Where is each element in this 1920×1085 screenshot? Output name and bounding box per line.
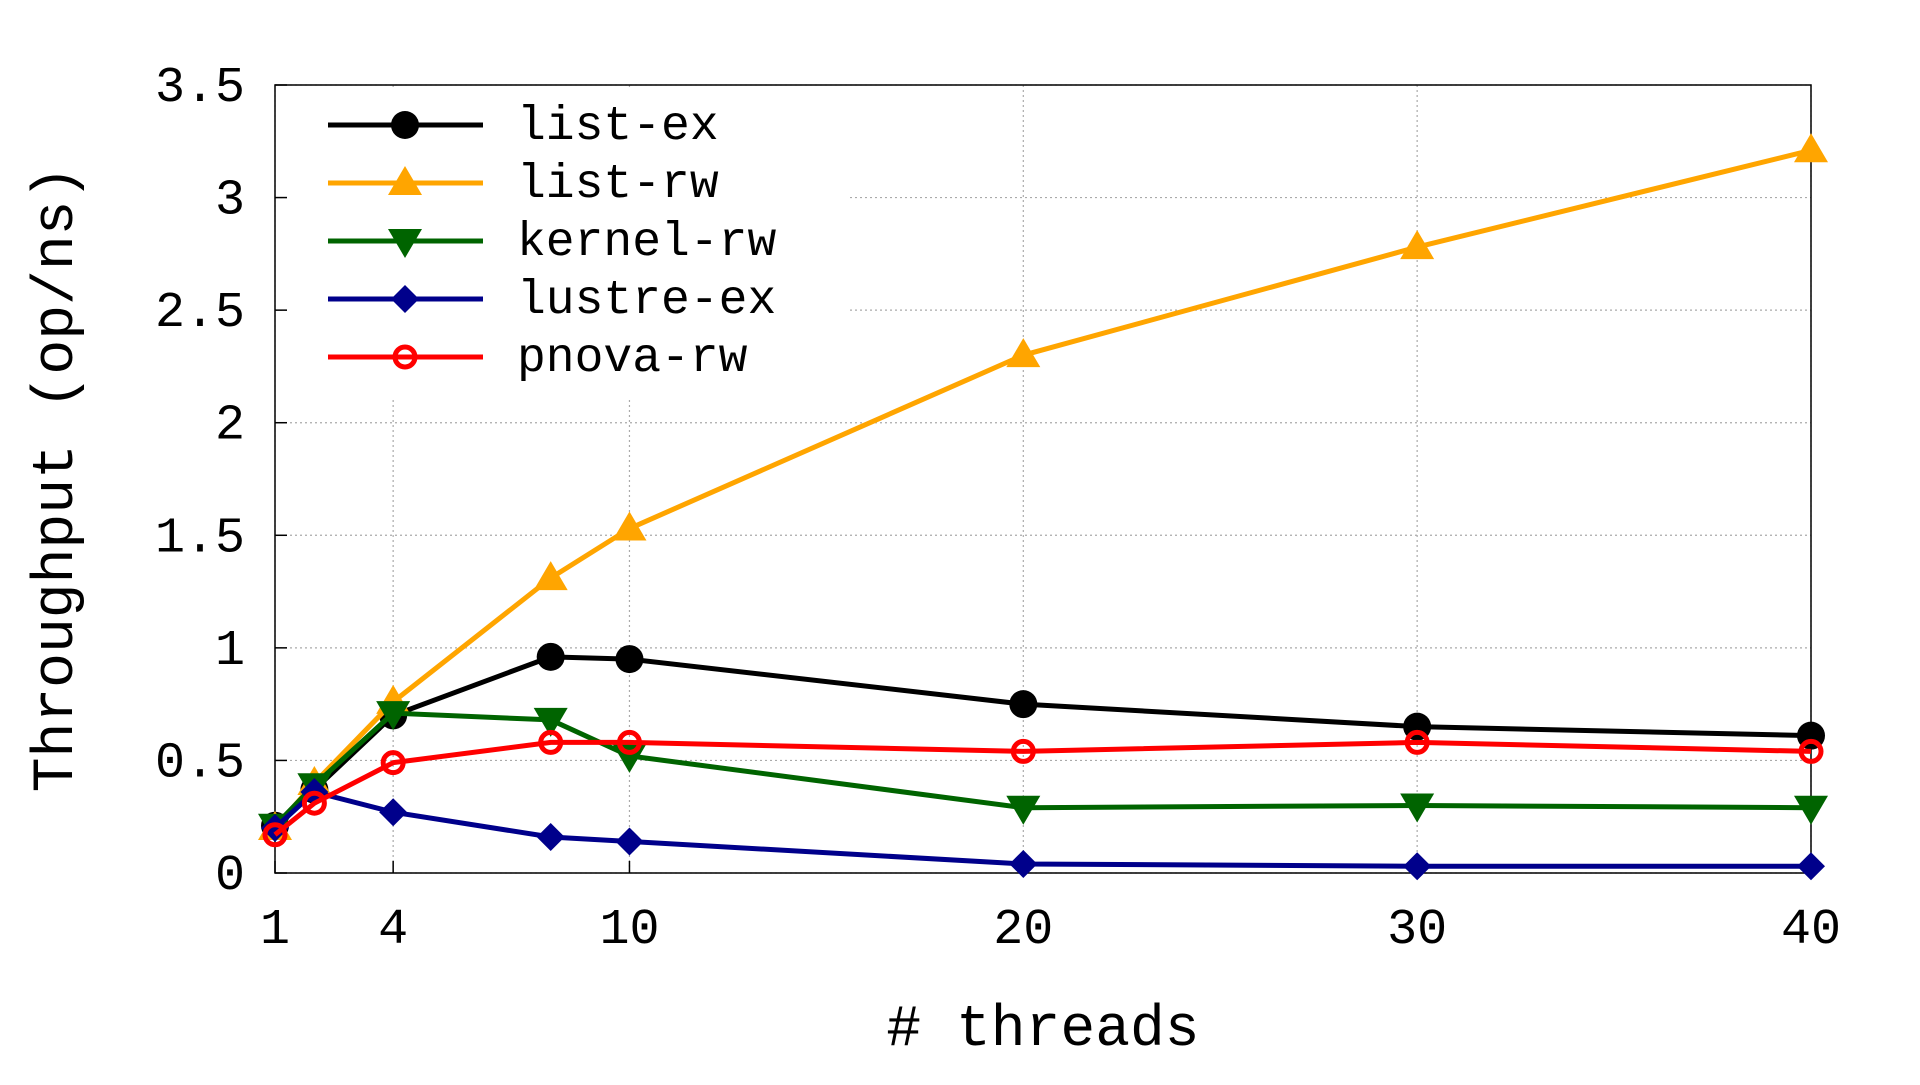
series-line (273, 654, 1812, 828)
marker (536, 642, 565, 671)
marker (1009, 849, 1038, 878)
plot-frame (274, 84, 1812, 874)
series-line (273, 710, 1812, 828)
legend-label: list-rw (517, 158, 719, 212)
legend-label: pnova-rw (517, 332, 748, 386)
marker (616, 729, 642, 755)
marker (615, 645, 644, 674)
y-tick-label: 0.5 (155, 735, 245, 792)
marker (615, 827, 644, 856)
legend-label: lustre-ex (517, 274, 776, 328)
marker (1798, 738, 1824, 764)
legend-label: list-ex (517, 100, 719, 154)
marker (392, 344, 418, 370)
x-tick-label: 30 (1387, 902, 1447, 959)
marker (1009, 690, 1038, 719)
y-tick-label: 2.5 (155, 285, 245, 342)
series-line (273, 739, 1812, 837)
series-line (273, 789, 1811, 869)
x-tick-label: 20 (993, 902, 1053, 959)
marker (388, 229, 422, 258)
y-tick-label: 3 (215, 173, 245, 230)
x-tick-label: 4 (378, 902, 408, 959)
marker (1794, 795, 1828, 825)
y-tick-label: 0 (215, 848, 245, 905)
x-tick-label: 1 (260, 902, 290, 959)
marker (538, 729, 564, 755)
marker (301, 790, 327, 816)
marker (1400, 230, 1435, 260)
marker (391, 111, 419, 139)
marker (1797, 852, 1825, 881)
legend-label: kernel-rw (517, 216, 776, 270)
x-axis-title: # threads (886, 998, 1199, 1063)
marker (533, 561, 568, 591)
marker (536, 822, 565, 851)
marker (533, 707, 568, 737)
y-tick-label: 2 (215, 398, 245, 455)
marker (1400, 793, 1435, 823)
marker (1403, 852, 1432, 881)
y-tick-label: 1 (215, 623, 245, 680)
marker (1006, 338, 1041, 368)
marker (376, 701, 411, 731)
marker (1010, 738, 1036, 764)
y-tick-label: 3.5 (155, 60, 245, 117)
marker (261, 813, 289, 842)
series-line (273, 147, 1812, 830)
marker (1794, 133, 1828, 163)
marker (379, 798, 408, 827)
marker (1006, 795, 1041, 825)
marker (388, 166, 422, 195)
x-tick-label: 40 (1781, 902, 1841, 959)
marker (380, 750, 406, 776)
marker (1404, 729, 1430, 755)
y-axis-title: Throughput (op/ns) (25, 166, 90, 793)
marker (262, 822, 288, 848)
marker (612, 511, 647, 541)
marker (391, 285, 419, 313)
x-tick-label: 10 (599, 902, 659, 959)
y-tick-label: 1.5 (155, 510, 245, 567)
